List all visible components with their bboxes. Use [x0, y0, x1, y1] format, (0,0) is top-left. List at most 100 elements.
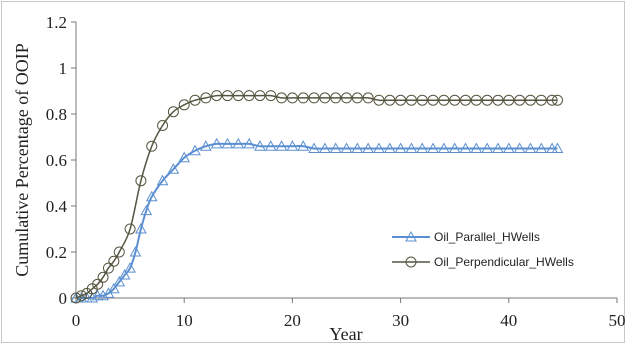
- data-point: [329, 142, 342, 153]
- data-point: [167, 106, 179, 118]
- data-point: [200, 92, 212, 104]
- data-point: [514, 94, 526, 106]
- data-point: [167, 163, 180, 174]
- data-point: [297, 140, 310, 151]
- data-point: [351, 142, 364, 153]
- data-point: [189, 144, 201, 156]
- data-point: [459, 142, 472, 153]
- data-point: [124, 262, 136, 273]
- y-tick-label: 0: [59, 289, 68, 308]
- data-point: [362, 142, 374, 153]
- data-point: [254, 90, 266, 102]
- data-point: [265, 90, 277, 102]
- x-axis-title: Year: [329, 324, 362, 344]
- data-point: [102, 262, 114, 274]
- data-point: [416, 94, 428, 106]
- series-1: [70, 90, 563, 304]
- data-point: [448, 142, 461, 153]
- data-point: [492, 94, 504, 106]
- data-point: [124, 223, 136, 235]
- x-tick-label: 30: [392, 311, 409, 330]
- data-point: [210, 137, 223, 149]
- data-point: [156, 174, 169, 186]
- data-point: [373, 142, 385, 153]
- data-point: [470, 142, 483, 153]
- data-point: [503, 94, 515, 106]
- data-point: [551, 142, 564, 153]
- x-tick-label: 10: [176, 311, 193, 330]
- data-point: [470, 94, 482, 106]
- data-point: [395, 94, 407, 106]
- y-tick-label: 0.6: [46, 151, 67, 170]
- data-point: [108, 282, 120, 294]
- legend-marker-perpendicular: [405, 256, 417, 268]
- data-point: [129, 245, 142, 257]
- data-point: [97, 271, 109, 283]
- data-point: [108, 255, 120, 267]
- data-point: [351, 92, 363, 104]
- legend-marker-parallel: [405, 230, 417, 242]
- y-tick-label: 1.2: [46, 13, 67, 32]
- data-point: [308, 142, 320, 153]
- data-point: [221, 90, 233, 102]
- data-point: [394, 142, 407, 153]
- x-tick-label: 0: [72, 311, 81, 330]
- y-ticks: 0 0.2 0.4 0.6 0.8 1 1.2: [46, 13, 76, 308]
- x-tick-label: 20: [284, 311, 301, 330]
- series-layer: [70, 90, 564, 304]
- data-point: [118, 268, 131, 280]
- data-point: [157, 120, 169, 131]
- data-point: [199, 140, 212, 151]
- data-point: [481, 142, 494, 153]
- data-point: [275, 140, 288, 151]
- data-point: [513, 142, 526, 153]
- data-point: [427, 142, 439, 153]
- series-line-0: [75, 142, 558, 300]
- data-point: [438, 142, 450, 153]
- data-point: [383, 142, 396, 153]
- data-point: [319, 142, 331, 153]
- data-point: [340, 142, 353, 153]
- y-axis-title: Cumulative Percentage of OOIP: [12, 43, 32, 276]
- data-point: [405, 94, 417, 106]
- x-tick-label: 40: [500, 311, 517, 330]
- data-point: [92, 278, 104, 290]
- data-point: [113, 246, 125, 258]
- y-tick-label: 1: [59, 59, 68, 78]
- data-point: [384, 94, 396, 106]
- data-point: [254, 140, 266, 151]
- data-point: [211, 90, 223, 102]
- data-point: [449, 94, 461, 106]
- data-point: [286, 92, 298, 104]
- series-0: [70, 137, 564, 303]
- data-point: [243, 137, 255, 149]
- data-point: [502, 142, 515, 153]
- data-point: [416, 142, 429, 153]
- data-point: [308, 92, 320, 104]
- data-point: [492, 142, 504, 153]
- chart-frame: [1, 1, 625, 343]
- data-point: [373, 94, 385, 106]
- data-point: [232, 137, 245, 149]
- data-point: [427, 94, 439, 106]
- data-point: [535, 142, 548, 153]
- data-point: [460, 94, 472, 106]
- y-tick-label: 0.2: [46, 243, 67, 262]
- data-point: [438, 94, 450, 106]
- data-point: [319, 92, 331, 104]
- data-point: [297, 92, 309, 104]
- data-point: [276, 92, 288, 104]
- data-point: [481, 94, 493, 106]
- data-point: [135, 175, 147, 187]
- data-point: [546, 94, 558, 106]
- y-tick-label: 0.4: [46, 197, 68, 216]
- data-point: [145, 190, 158, 202]
- data-point: [178, 99, 190, 111]
- data-point: [135, 222, 147, 234]
- data-point: [178, 151, 191, 163]
- data-point: [551, 94, 563, 106]
- data-point: [286, 140, 299, 151]
- data-point: [362, 92, 374, 104]
- data-point: [70, 292, 82, 304]
